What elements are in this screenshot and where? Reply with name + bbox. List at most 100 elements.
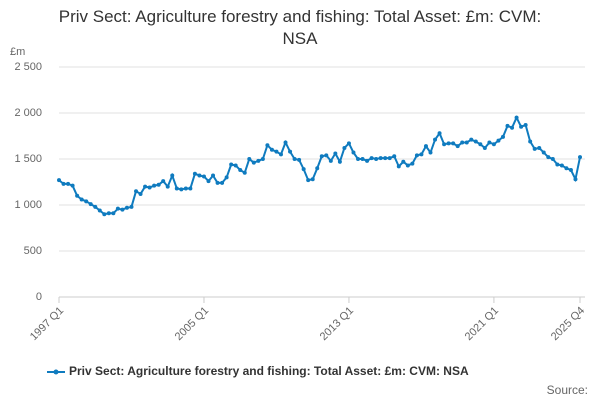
data-point	[478, 142, 483, 147]
data-point	[106, 211, 111, 216]
y-tick-label: 2 000	[14, 107, 42, 119]
data-point	[523, 122, 528, 127]
data-point	[220, 180, 225, 185]
data-point	[242, 170, 247, 175]
data-point	[192, 171, 197, 176]
data-point	[328, 158, 333, 163]
data-point	[346, 141, 351, 146]
chart-title: Priv Sect: Agriculture forestry and fish…	[58, 7, 542, 48]
data-point	[564, 166, 569, 171]
data-point	[537, 145, 542, 150]
data-point	[124, 205, 129, 210]
data-point	[337, 159, 342, 164]
y-tick-label: 1 000	[14, 199, 42, 211]
data-point	[197, 173, 202, 178]
data-point	[306, 178, 311, 183]
data-point	[247, 157, 252, 161]
data-point	[473, 139, 478, 144]
data-point	[392, 154, 397, 159]
data-point	[460, 140, 465, 145]
data-point	[301, 167, 306, 172]
data-point	[433, 137, 438, 142]
data-point	[206, 179, 211, 184]
data-point	[269, 147, 274, 152]
data-point	[451, 141, 456, 146]
data-point	[519, 124, 524, 129]
data-point	[442, 142, 447, 147]
x-tick-label: 2025 Q4	[549, 305, 587, 343]
data-point	[70, 183, 75, 188]
data-point	[183, 186, 188, 191]
data-point	[156, 182, 161, 187]
data-point	[469, 137, 474, 142]
data-point	[365, 158, 370, 163]
data-point	[288, 149, 293, 154]
data-point	[324, 153, 329, 158]
data-point	[201, 174, 206, 179]
y-tick-label: 500	[24, 245, 42, 257]
data-point	[61, 181, 66, 186]
data-point	[188, 186, 193, 191]
data-point	[129, 204, 134, 209]
data-point	[351, 150, 356, 155]
data-point	[143, 184, 148, 189]
data-point	[102, 212, 107, 217]
data-point	[437, 131, 442, 136]
data-point	[260, 157, 265, 161]
data-point	[333, 151, 338, 156]
data-point	[57, 178, 61, 183]
data-point	[233, 163, 238, 168]
data-point	[369, 156, 374, 161]
data-point	[482, 145, 487, 150]
data-point	[555, 162, 560, 167]
data-point	[75, 193, 80, 198]
data-point	[79, 197, 84, 202]
legend-label: Priv Sect: Agriculture forestry and fish…	[69, 364, 469, 378]
data-point	[111, 211, 116, 216]
data-point	[573, 177, 578, 182]
data-point	[428, 150, 433, 155]
data-point	[134, 189, 139, 194]
data-point	[179, 187, 184, 192]
data-point	[174, 186, 179, 191]
data-point	[224, 175, 229, 180]
data-point	[464, 140, 469, 145]
data-point	[297, 157, 302, 162]
data-point	[356, 157, 361, 161]
source: Source:	[547, 383, 588, 397]
data-point	[505, 123, 510, 128]
data-point	[401, 159, 406, 164]
data-point	[414, 153, 419, 158]
data-point	[532, 146, 537, 151]
data-point	[360, 157, 365, 161]
data-point	[568, 168, 573, 173]
data-point	[419, 152, 424, 157]
data-point	[319, 154, 324, 159]
data-point	[211, 173, 216, 178]
series-line	[58, 115, 581, 216]
data-point	[491, 142, 496, 147]
y-unit: £m	[10, 46, 25, 58]
data-point	[578, 155, 582, 160]
data-point	[378, 156, 383, 161]
data-point	[383, 156, 388, 161]
data-point	[496, 138, 501, 143]
y-tick-label: 1 500	[14, 153, 42, 165]
data-point	[97, 208, 102, 213]
x-tick-label: 2005 Q1	[173, 305, 211, 343]
x-tick-label: 2021 Q1	[463, 305, 501, 343]
data-point	[138, 191, 143, 196]
data-point	[152, 183, 157, 188]
data-point	[315, 166, 320, 171]
data-point	[310, 177, 315, 182]
data-point	[93, 204, 98, 209]
x-tick-label: 1997 Q1	[28, 305, 66, 343]
data-point	[292, 157, 297, 161]
data-point	[559, 163, 564, 168]
data-point	[405, 163, 410, 168]
data-point	[238, 168, 243, 173]
data-point	[528, 139, 533, 144]
data-point	[215, 180, 220, 185]
data-point	[546, 155, 551, 160]
